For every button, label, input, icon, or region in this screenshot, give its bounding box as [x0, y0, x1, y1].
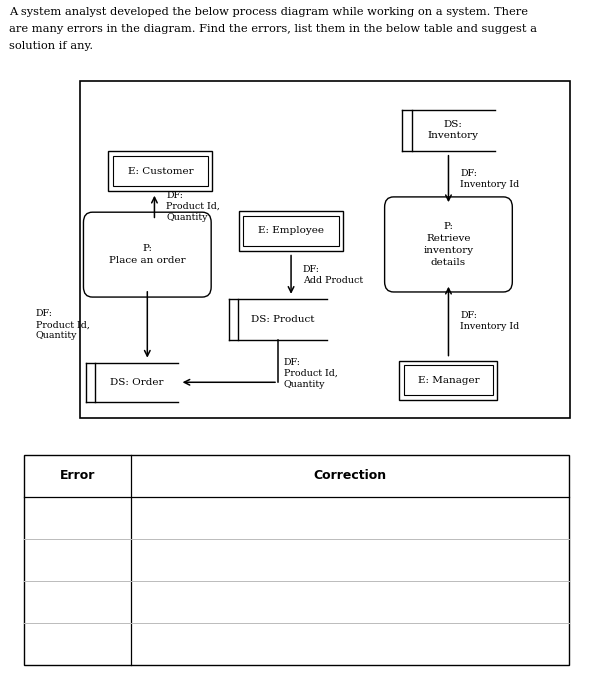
- Text: DS:
Inventory: DS: Inventory: [428, 120, 479, 141]
- FancyBboxPatch shape: [399, 361, 498, 400]
- Bar: [80, 81, 570, 418]
- Text: DS: Product: DS: Product: [251, 314, 314, 324]
- Text: P:
Retrieve
inventory
details: P: Retrieve inventory details: [424, 222, 473, 267]
- Text: P:
Place an order: P: Place an order: [109, 244, 185, 265]
- Text: Error: Error: [59, 469, 95, 483]
- Text: DF:
Product Id,
Quantity: DF: Product Id, Quantity: [284, 358, 338, 389]
- Bar: [24, 455, 569, 665]
- Text: DS: Order: DS: Order: [110, 378, 163, 387]
- FancyBboxPatch shape: [239, 211, 343, 251]
- FancyBboxPatch shape: [244, 216, 339, 246]
- Text: are many errors in the diagram. Find the errors, list them in the below table an: are many errors in the diagram. Find the…: [9, 24, 537, 34]
- FancyBboxPatch shape: [113, 156, 208, 186]
- Text: solution if any.: solution if any.: [9, 41, 93, 51]
- FancyBboxPatch shape: [83, 212, 211, 297]
- Text: DF:
Product Id,
Quantity: DF: Product Id, Quantity: [166, 191, 220, 222]
- Text: Correction: Correction: [313, 469, 387, 483]
- Text: DF:
Inventory Id: DF: Inventory Id: [460, 311, 520, 331]
- Text: DF:
Inventory Id: DF: Inventory Id: [460, 169, 520, 189]
- Text: E: Customer: E: Customer: [128, 166, 193, 176]
- FancyBboxPatch shape: [109, 151, 213, 191]
- Text: E: Manager: E: Manager: [418, 375, 479, 385]
- Text: DF:
Add Product: DF: Add Product: [303, 265, 363, 285]
- FancyBboxPatch shape: [384, 197, 512, 292]
- Text: DF:
Product Id,
Quantity: DF: Product Id, Quantity: [36, 309, 90, 340]
- Text: E: Employee: E: Employee: [258, 226, 324, 236]
- FancyBboxPatch shape: [404, 365, 493, 395]
- Text: A system analyst developed the below process diagram while working on a system. : A system analyst developed the below pro…: [9, 7, 528, 17]
